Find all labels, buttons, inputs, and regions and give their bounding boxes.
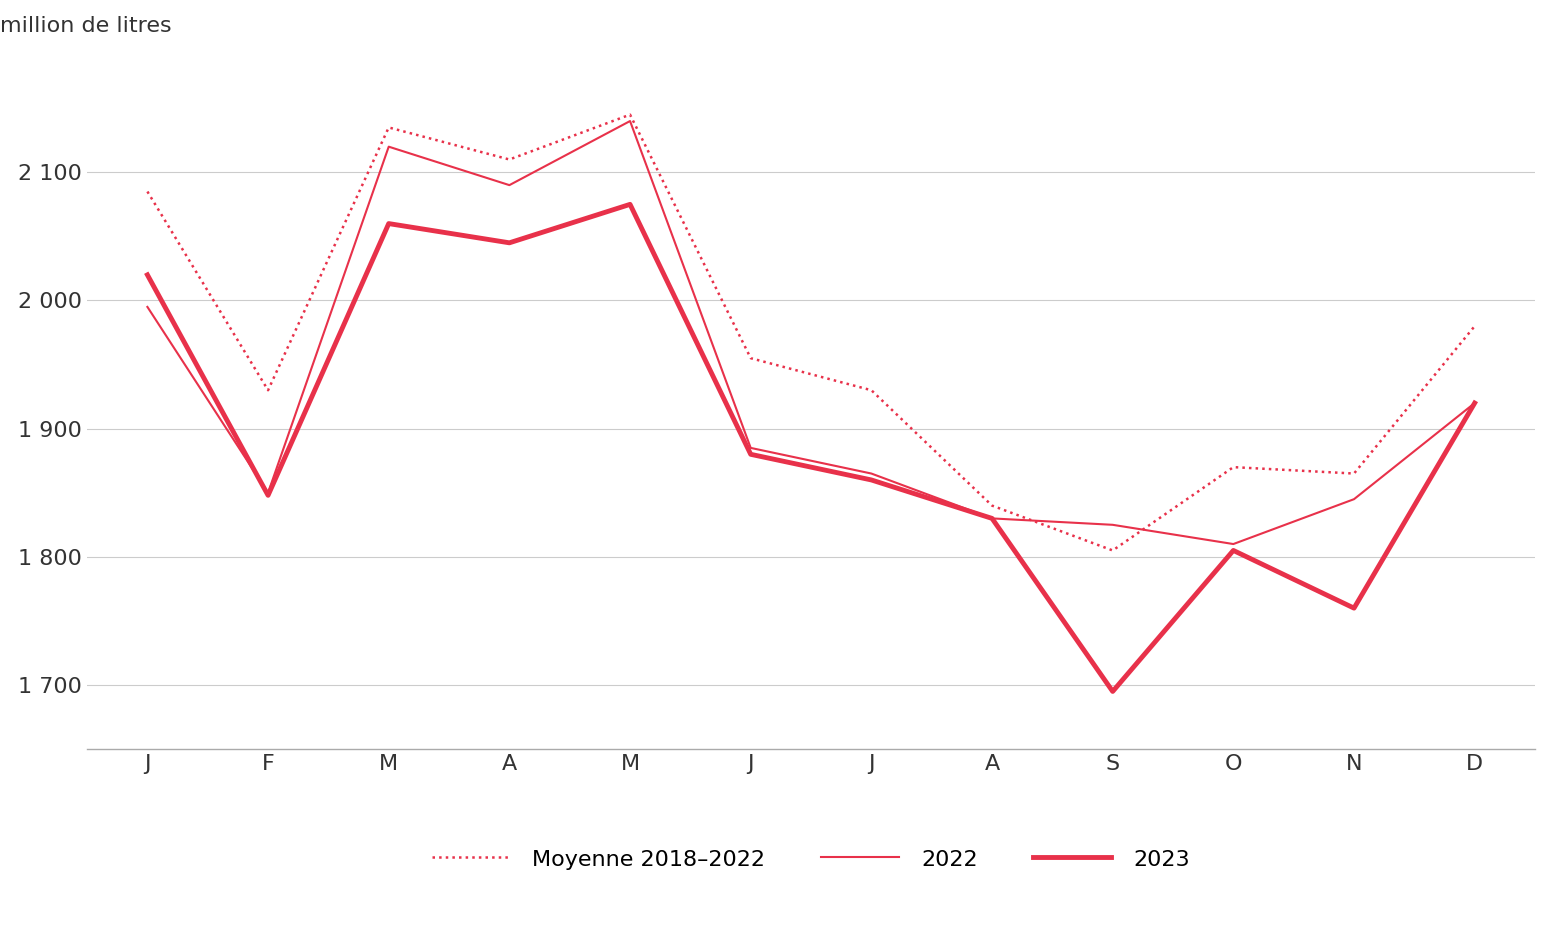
Legend: Moyenne 2018–2022, 2022, 2023: Moyenne 2018–2022, 2022, 2023 <box>423 838 1198 879</box>
Text: million de litres: million de litres <box>0 16 172 36</box>
